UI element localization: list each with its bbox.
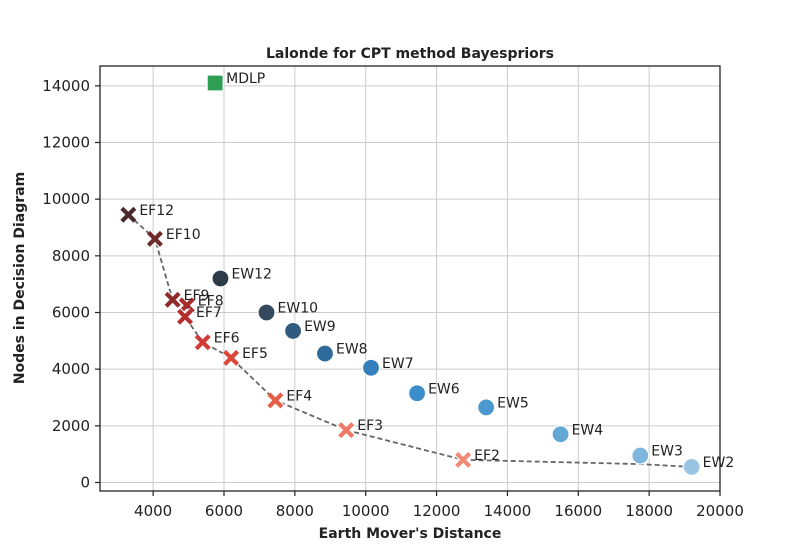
point-label-ef10: EF10 <box>166 227 201 243</box>
x-tick-label: 16000 <box>554 502 602 520</box>
data-point-ew4 <box>551 425 570 444</box>
data-point-ew7 <box>361 358 381 377</box>
point-label-ew7: EW7 <box>382 356 414 372</box>
data-point-ew5 <box>477 398 496 417</box>
point-label-ew6: EW6 <box>428 381 460 397</box>
x-tick-label: 20000 <box>696 502 744 520</box>
point-label-ef9: EF9 <box>184 288 210 304</box>
plot-frame <box>99 65 721 492</box>
y-tick-label: 6000 <box>52 304 90 322</box>
data-point-ef9 <box>163 290 182 309</box>
x-axis-label: Earth Mover's Distance <box>319 526 502 542</box>
y-axis-label: Nodes in Decision Diagram <box>12 172 28 384</box>
frontier-line-layer <box>127 214 692 468</box>
data-point-ef12 <box>119 205 138 224</box>
data-point-ew8 <box>315 344 335 363</box>
frontier-line <box>127 214 692 468</box>
point-label-ef8: EF8 <box>198 293 224 309</box>
data-point-mdlp <box>206 74 224 92</box>
axis-ticks: 4000 6000 8000 10000 12000 14000 16000 18000 200… <box>42 77 744 520</box>
point-label-ew10: EW10 <box>278 301 319 317</box>
data-point-ef10 <box>146 230 164 248</box>
data-point-ef7 <box>176 307 194 326</box>
point-label-ew9: EW9 <box>304 319 336 335</box>
x-tick-label: 4000 <box>134 502 172 520</box>
y-tick-label: 10000 <box>42 190 90 208</box>
x-tick-label: 14000 <box>484 502 532 520</box>
x-tick-label: 18000 <box>625 502 673 520</box>
data-point-ef2 <box>454 451 472 469</box>
y-tick-label: 0 <box>80 474 90 492</box>
point-label-ew12: EW12 <box>231 267 272 283</box>
data-point-ew12 <box>211 269 230 288</box>
y-tick-label: 14000 <box>42 77 90 95</box>
point-label-ef7: EF7 <box>196 305 222 321</box>
x-tick-label: 12000 <box>413 502 461 520</box>
y-tick-label: 12000 <box>42 134 90 152</box>
data-point-ef4 <box>266 391 285 410</box>
data-point-ef6 <box>193 333 212 352</box>
point-label-ew8: EW8 <box>336 342 368 358</box>
x-tick-label: 10000 <box>342 502 390 520</box>
data-point-ew3 <box>631 446 650 465</box>
point-label-mdlp: MDLP <box>226 71 265 87</box>
y-tick-label: 8000 <box>52 247 90 265</box>
point-label-ew3: EW3 <box>651 444 683 460</box>
point-label-ef6: EF6 <box>214 330 240 346</box>
y-tick-label: 4000 <box>52 360 90 378</box>
data-point-ew6 <box>407 384 427 403</box>
data-point-ew10 <box>257 303 276 322</box>
point-label-ew2: EW2 <box>703 455 735 471</box>
x-tick-label: 8000 <box>276 502 314 520</box>
data-point-ew9 <box>283 321 303 341</box>
x-tick-label: 6000 <box>205 502 243 520</box>
point-label-ef4: EF4 <box>286 388 312 404</box>
data-point-ew2 <box>682 457 701 477</box>
y-tick-label: 2000 <box>52 417 90 435</box>
point-label-ef2: EF2 <box>474 448 500 464</box>
grid <box>100 66 721 491</box>
data-point-ef3 <box>337 421 356 439</box>
point-label-ef12: EF12 <box>139 203 174 219</box>
data-points <box>119 74 701 477</box>
point-label-ef5: EF5 <box>242 346 268 362</box>
point-label-ef3: EF3 <box>357 418 383 434</box>
point-label-ew5: EW5 <box>497 395 529 411</box>
chart-title: Lalonde for CPT method Bayespriors <box>266 46 554 62</box>
point-label-ew4: EW4 <box>572 422 604 438</box>
data-point-ef5 <box>222 349 240 367</box>
